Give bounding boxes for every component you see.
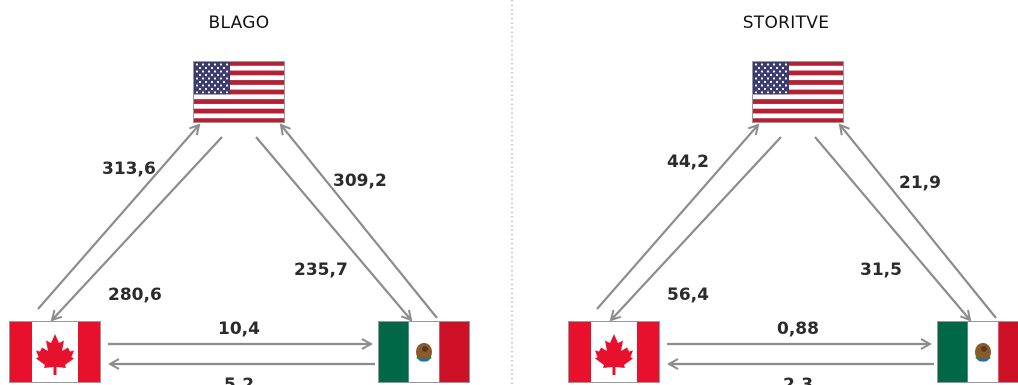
panel-title: BLAGO [209,13,270,33]
value-us-to-mexico: 235,7 [294,260,348,280]
value-canada-to-mexico: 10,4 [218,319,260,339]
panel-services: STORITVE 44,2 56,4 21,9 31,5 0,88 2,3 [568,13,1018,385]
us-flag-icon [752,61,844,123]
value-us-to-canada: 56,4 [667,285,709,305]
arrow-us-to-mexico [255,136,411,320]
arrow-canada-to-us [596,125,758,310]
value-mexico-to-us: 309,2 [333,171,387,191]
canada-flag-icon [9,321,101,383]
panel-title: STORITVE [743,13,830,33]
arrow-us-to-canada [611,136,782,320]
mexico-flag-icon [937,321,1018,383]
value-canada-to-us: 44,2 [667,152,709,172]
value-mexico-to-canada: 2,3 [783,375,813,385]
us-flag-icon [193,61,285,123]
canada-flag-icon [568,321,660,383]
arrow-us-to-canada [52,136,223,320]
panel-goods: BLAGO 313,6 280,6 309,2 235,7 10,4 5,2 [9,13,470,385]
mexico-flag-icon [378,321,470,383]
value-canada-to-us: 313,6 [102,159,156,179]
value-canada-to-mexico: 0,88 [777,319,819,339]
value-mexico-to-us: 21,9 [899,173,941,193]
arrow-mexico-to-us [281,125,438,319]
arrow-us-to-mexico [814,136,970,320]
value-us-to-canada: 280,6 [108,285,162,305]
arrow-mexico-to-us [840,125,997,319]
value-mexico-to-canada: 5,2 [224,375,254,385]
value-us-to-mexico: 31,5 [860,260,902,280]
arrow-canada-to-us [37,125,199,310]
